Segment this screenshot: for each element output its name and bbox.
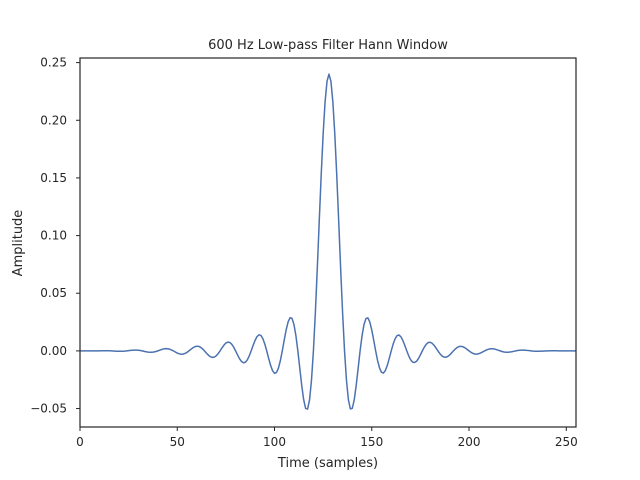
axes-frame: [79, 57, 577, 428]
y-tick-label: 0.00: [40, 344, 67, 358]
plot-area: [80, 73, 576, 410]
x-tick-label: 50: [170, 435, 185, 449]
y-axis-label: Amplitude: [11, 210, 26, 277]
x-tick-label: 250: [555, 435, 578, 449]
series-line: [80, 73, 576, 410]
x-axis-label: Time (samples): [277, 456, 378, 471]
x-tick-label: 200: [458, 435, 481, 449]
y-tick-label: 0.05: [40, 286, 67, 300]
y-tick-label: 0.15: [40, 171, 67, 185]
x-tick-label: 100: [263, 435, 286, 449]
y-tick-label: 0.25: [40, 56, 67, 70]
x-axis: 0 50 100 150 200 250: [76, 427, 578, 449]
x-tick-label: 150: [360, 435, 383, 449]
y-tick-label: 0.20: [40, 113, 67, 127]
chart-title: 600 Hz Low-pass Filter Hann Window: [208, 38, 448, 53]
y-tick-label: −0.05: [30, 402, 67, 416]
x-tick-label: 0: [76, 435, 84, 449]
y-tick-label: 0.10: [40, 229, 67, 243]
y-axis: −0.05 0.00 0.05 0.10 0.15 0.20 0.25: [30, 56, 80, 416]
